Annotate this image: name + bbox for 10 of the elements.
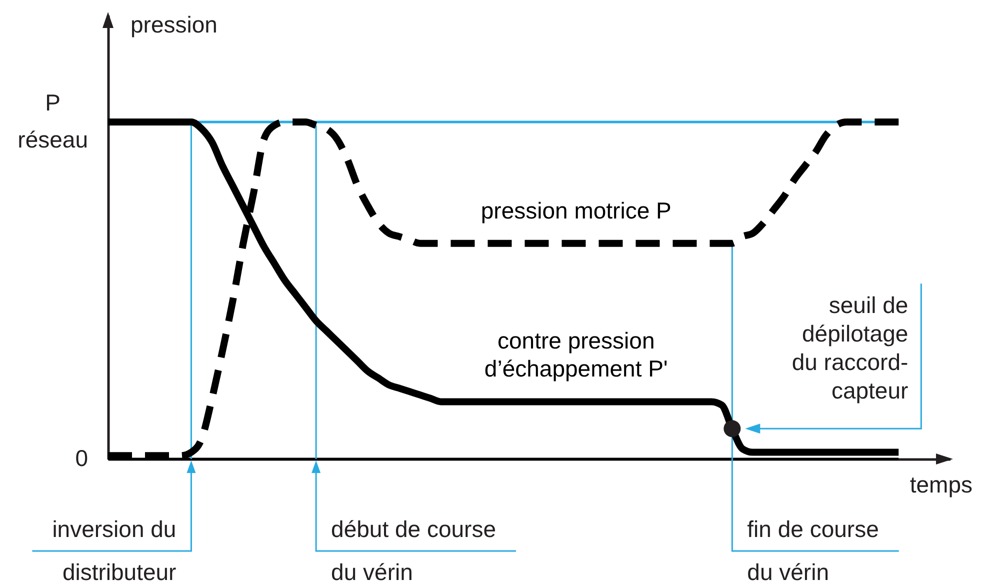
series-label: pression motrice P [480,197,672,224]
y-axis-title: pression [130,12,218,38]
text: inversion du distributeur [52,516,177,585]
ref-line-label: 0 [75,445,88,471]
series-label: contre pression d’échappement P' [484,328,668,382]
text: fin de course du vérin [747,516,879,585]
x-axis-title: temps [910,472,972,498]
ref-line-label: P réseau [18,90,88,152]
annotation: seuil de dépilotage du raccord-capteur [792,292,909,404]
text: début de course du vérin [331,516,496,585]
